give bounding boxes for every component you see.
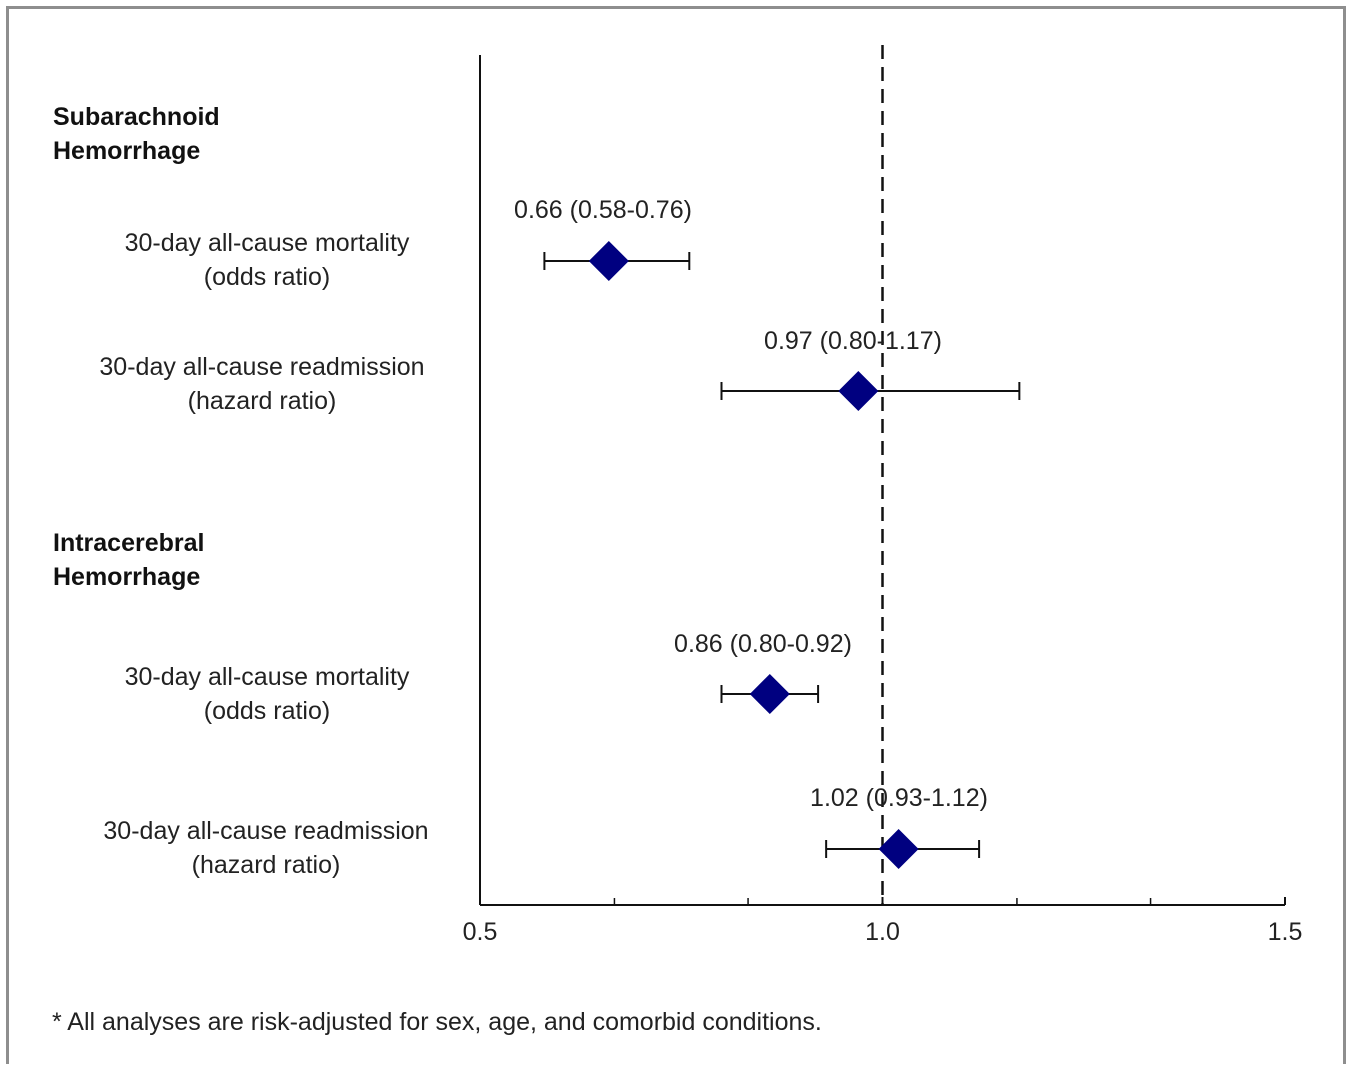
estimate-marker xyxy=(838,371,879,411)
row-label: (odds ratio) xyxy=(204,263,330,291)
ci-label: 1.02 (0.93-1.12) xyxy=(810,784,988,812)
row-label: 30-day all-cause mortality xyxy=(125,663,410,691)
row-label: (odds ratio) xyxy=(204,697,330,725)
row-label: 30-day all-cause readmission xyxy=(103,817,428,845)
ci-label: 0.97 (0.80-1.17) xyxy=(764,327,942,355)
row-label: 30-day all-cause readmission xyxy=(99,353,424,381)
figure-frame xyxy=(6,6,1346,1064)
group-title: Hemorrhage xyxy=(53,137,200,165)
x-tick-label: 0.5 xyxy=(463,918,498,946)
axis-layer xyxy=(479,45,1286,906)
ci-label: 0.66 (0.58-0.76) xyxy=(514,196,692,224)
estimate-marker xyxy=(878,829,919,869)
group-title: Hemorrhage xyxy=(53,563,200,591)
labels-layer: 0.5 1.0 1.5 Subarachnoid Hemorrhage 30-day al… xyxy=(53,103,1302,946)
marks-layer xyxy=(543,241,1021,869)
ci-label: 0.86 (0.80-0.92) xyxy=(674,630,852,658)
row-label: 30-day all-cause mortality xyxy=(125,229,410,257)
estimate-marker xyxy=(588,241,629,281)
estimate-marker xyxy=(749,674,790,714)
x-tick-label: 1.5 xyxy=(1268,918,1303,946)
footnote: * All analyses are risk-adjusted for sex… xyxy=(52,1008,822,1036)
row-label: (hazard ratio) xyxy=(192,851,341,879)
group-title: Intracerebral xyxy=(53,529,204,557)
forest-plot: 0.5 1.0 1.5 Subarachnoid Hemorrhage 30-day al… xyxy=(53,45,1302,946)
row-label: (hazard ratio) xyxy=(188,387,337,415)
x-tick-label: 1.0 xyxy=(865,918,900,946)
group-title: Subarachnoid xyxy=(53,103,220,131)
